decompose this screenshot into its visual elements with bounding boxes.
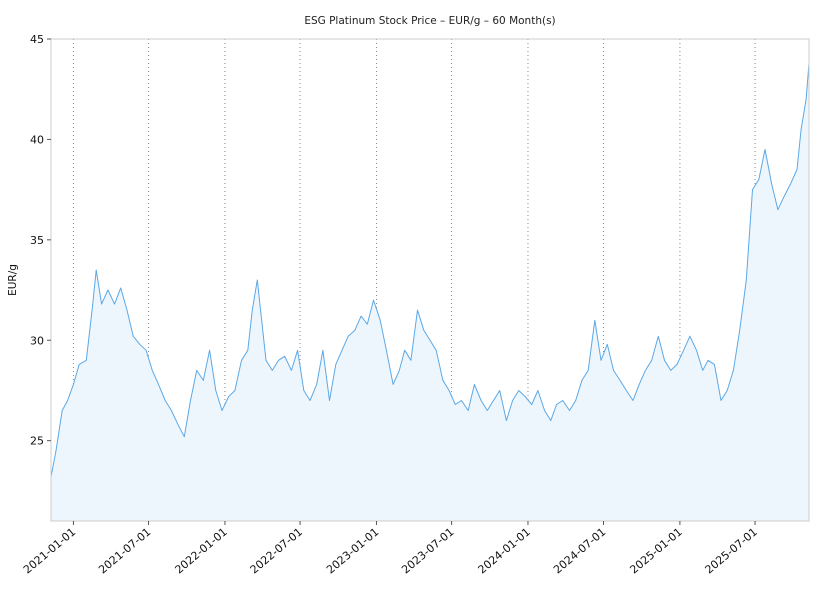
x-tick-label: 2024-01-01 — [476, 525, 533, 576]
chart-title: ESG Platinum Stock Price – EUR/g – 60 Mo… — [304, 15, 555, 27]
x-tick-label: 2023-07-01 — [399, 525, 456, 576]
y-tick-label: 25 — [30, 435, 44, 448]
price-area-fill — [51, 63, 809, 521]
x-axis-ticks: 2021-01-01 2021-07-01 2022-01-01 2022-07-01… — [21, 521, 760, 576]
y-axis-ticks: 25 30 35 40 45 — [30, 33, 51, 448]
y-tick-label: 40 — [30, 133, 44, 146]
y-axis-label: EUR/g — [7, 264, 19, 296]
x-tick-label: 2022-01-01 — [173, 525, 230, 576]
x-tick-label: 2021-01-01 — [21, 525, 78, 576]
vertical-gridlines — [72, 39, 756, 521]
x-tick-label: 2025-01-01 — [627, 525, 684, 576]
y-tick-label: 35 — [30, 234, 44, 247]
y-tick-label: 45 — [30, 33, 44, 46]
x-tick-label: 2025-07-01 — [703, 525, 760, 576]
x-tick-label: 2021-07-01 — [96, 525, 153, 576]
price-line — [50, 63, 810, 477]
x-tick-label: 2022-07-01 — [248, 525, 305, 576]
x-tick-label: 2024-07-01 — [551, 525, 608, 576]
x-tick-label: 2023-01-01 — [324, 525, 381, 576]
y-tick-label: 30 — [30, 334, 44, 347]
plot-frame — [50, 38, 810, 522]
